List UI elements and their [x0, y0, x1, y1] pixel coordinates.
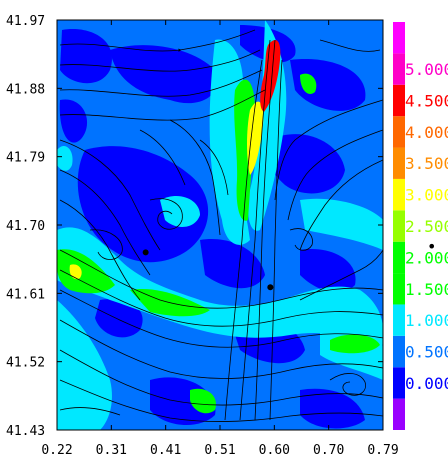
colorbar-swatch [393, 335, 405, 368]
data-point [267, 284, 274, 291]
colorbar-swatch [393, 53, 405, 85]
y-tick-label: 41.43 [6, 424, 45, 439]
colorbar-swatch [393, 147, 405, 179]
colorbar-swatch [393, 241, 405, 274]
colorbar-label: 1.000 [405, 311, 448, 330]
colorbar-swatch [393, 210, 405, 242]
y-axis-ticks: 41.97 41.88 41.79 41.70 41.61 41.52 41.43 [6, 14, 383, 439]
y-tick-label: 41.61 [6, 287, 45, 302]
colorbar-label: 3.500 [405, 154, 448, 173]
colorbar-label: 4.500 [405, 91, 448, 110]
colorbar: 0.000 0.500 1.000 1.500 2.000 2.500 3.000 3.500… [393, 22, 448, 430]
y-tick-label: 41.79 [6, 151, 45, 166]
x-tick-label: 0.60 [259, 443, 290, 458]
very-high-value-regions [69, 101, 264, 280]
x-tick-label: 0.70 [313, 443, 344, 458]
x-tick-label: 0.22 [41, 443, 72, 458]
colorbar-swatch [393, 304, 405, 336]
colorbar-label: 2.000 [405, 248, 448, 267]
colorbar-labels: 0.000 0.500 1.000 1.500 2.000 2.500 3.000 3.500… [405, 60, 448, 393]
y-tick-label: 41.88 [6, 82, 45, 97]
data-point [142, 249, 149, 256]
y-tick-label: 41.97 [6, 14, 45, 29]
y-tick-label: 41.70 [6, 219, 45, 234]
colorbar-swatches [393, 22, 405, 430]
x-tick-label: 0.41 [150, 443, 181, 458]
colorbar-swatch [393, 273, 405, 305]
x-tick-label: 0.31 [96, 443, 127, 458]
colorbar-label: 1.500 [405, 280, 448, 299]
x-tick-label: 0.51 [204, 443, 235, 458]
plot-area [57, 20, 383, 430]
colorbar-swatch [393, 398, 405, 430]
colorbar-swatch [393, 367, 405, 399]
colorbar-swatch [393, 178, 405, 211]
colorbar-label: 0.000 [405, 374, 448, 393]
colorbar-marker: • [427, 237, 436, 256]
low-value-regions [58, 25, 366, 429]
x-axis-ticks: 0.22 0.31 0.41 0.51 0.60 0.70 0.79 [41, 20, 399, 458]
colorbar-label: 0.500 [405, 343, 448, 362]
colorbar-label: 4.000 [405, 123, 448, 142]
colorbar-swatch [393, 22, 405, 54]
colorbar-swatch [393, 84, 405, 117]
colorbar-label: 5.000 [405, 60, 448, 79]
colorbar-label: 3.000 [405, 186, 448, 205]
y-tick-label: 41.52 [6, 356, 45, 371]
colorbar-swatch [393, 116, 405, 148]
colorbar-label: 2.500 [405, 217, 448, 236]
x-tick-label: 0.79 [367, 443, 398, 458]
data-points [142, 249, 274, 291]
streamlines [59, 29, 383, 422]
